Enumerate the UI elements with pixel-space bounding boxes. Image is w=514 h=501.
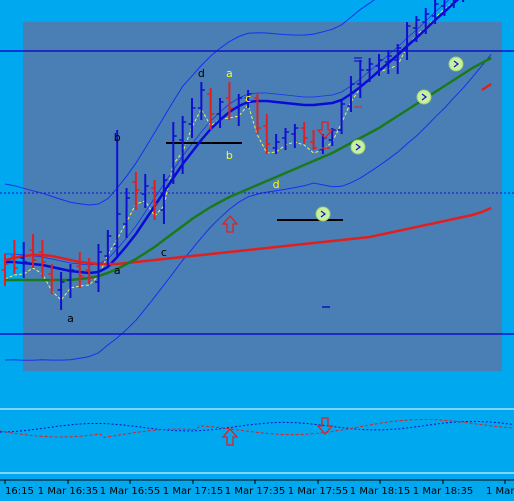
price-bar	[263, 114, 271, 154]
price-bar	[216, 98, 224, 128]
price-bar	[197, 82, 205, 120]
annotation-label: d	[273, 178, 280, 191]
price-bar	[235, 94, 243, 126]
price-bar	[384, 50, 392, 74]
price-bar	[282, 128, 289, 150]
price-bar	[104, 230, 112, 266]
price-bar	[310, 130, 318, 150]
price-bar	[57, 272, 65, 310]
x-tick-label: 1 Mar 17:15	[163, 486, 223, 497]
buy-signal-circle	[448, 56, 464, 72]
annotation-label: b	[226, 149, 233, 162]
price-bar	[113, 130, 121, 256]
price-bar	[338, 100, 346, 134]
ma-line-1	[4, 206, 492, 266]
shaded-zone	[23, 22, 502, 371]
price-bar	[188, 98, 196, 138]
up-arrow-icon	[221, 215, 239, 233]
buy-signal-circle	[315, 206, 331, 222]
signal-check-icon	[453, 60, 459, 68]
x-tick-label: 1 Mar 16:55	[100, 486, 160, 497]
price-bar	[151, 180, 159, 220]
x-tick-label: 1 Mar 17:35	[225, 486, 285, 497]
subchart-gap	[0, 395, 514, 409]
price-bar	[29, 234, 37, 268]
annotation-label: d	[198, 67, 205, 80]
price-bar	[431, 0, 439, 24]
price-bar	[272, 134, 280, 154]
price-bar	[10, 240, 18, 274]
price-bar	[169, 122, 177, 184]
price-bar	[85, 258, 93, 284]
price-bar	[422, 8, 430, 34]
price-bar	[403, 22, 411, 60]
x-axis: 16:15 1 Mar 16:35 1 Mar 16:55 1 Mar 17:15 1 …	[0, 479, 514, 497]
x-tick-label: 1 Mar 17:55	[288, 486, 348, 497]
price-bar	[95, 244, 102, 292]
price-bar	[123, 188, 131, 238]
price-bar	[300, 122, 308, 144]
price-bar	[160, 174, 168, 224]
lower-band	[4, 53, 492, 361]
price-bar	[356, 60, 364, 98]
price-bar	[179, 116, 187, 174]
price-bar	[66, 264, 74, 298]
price-bar	[76, 252, 84, 288]
down-arrow-icon	[316, 121, 334, 139]
annotation-label: a	[114, 264, 121, 277]
price-bar	[253, 94, 261, 134]
signal-check-icon	[320, 210, 326, 218]
price-bar	[20, 242, 28, 278]
price-bar	[225, 82, 233, 120]
price-bar	[1, 254, 9, 286]
price-bar	[347, 76, 355, 112]
price-bar	[375, 54, 383, 76]
price-bar	[452, 0, 455, 8]
price-bar	[38, 240, 46, 278]
oscillator-down-arrow-icon	[316, 417, 334, 435]
signal-check-icon	[355, 143, 361, 151]
price-bar	[207, 88, 215, 130]
price-bar	[366, 58, 374, 82]
price-bars	[1, 0, 465, 310]
price-bar	[440, 0, 446, 16]
annotation-label: a	[67, 312, 74, 325]
price-bar	[141, 174, 149, 208]
x-tick-label: 1 Mar 18:15	[350, 486, 410, 497]
oscillator-subchart	[0, 417, 513, 446]
x-tick-label: 1 Mar 18:35	[413, 486, 473, 497]
annotation-label: b	[114, 131, 121, 144]
x-tick-label: 16:15	[5, 486, 34, 497]
price-bar	[244, 90, 252, 108]
price-bar	[291, 124, 299, 148]
ma-line-2	[5, 56, 492, 282]
annotation-label: c	[245, 92, 251, 105]
price-bar	[412, 16, 420, 42]
buy-signal-circle	[416, 89, 432, 105]
price-bar	[394, 44, 402, 74]
oscillator-signal-line	[0, 420, 513, 433]
signal-markers	[221, 56, 464, 308]
ma-line-3	[481, 82, 492, 92]
x-tick-label: 1 Mar 1	[486, 486, 514, 497]
x-tick-label: 1 Mar 16:35	[38, 486, 98, 497]
buy-signal-circle	[350, 139, 366, 155]
annotation-label: a	[226, 67, 233, 80]
price-bar	[48, 264, 56, 294]
oscillator-up-arrow-icon	[221, 428, 239, 446]
price-bar	[132, 172, 140, 210]
oscillator-main-line	[0, 419, 513, 438]
annotation-label: c	[161, 246, 167, 259]
signal-check-icon	[421, 93, 427, 101]
upper-band	[4, 0, 376, 206]
